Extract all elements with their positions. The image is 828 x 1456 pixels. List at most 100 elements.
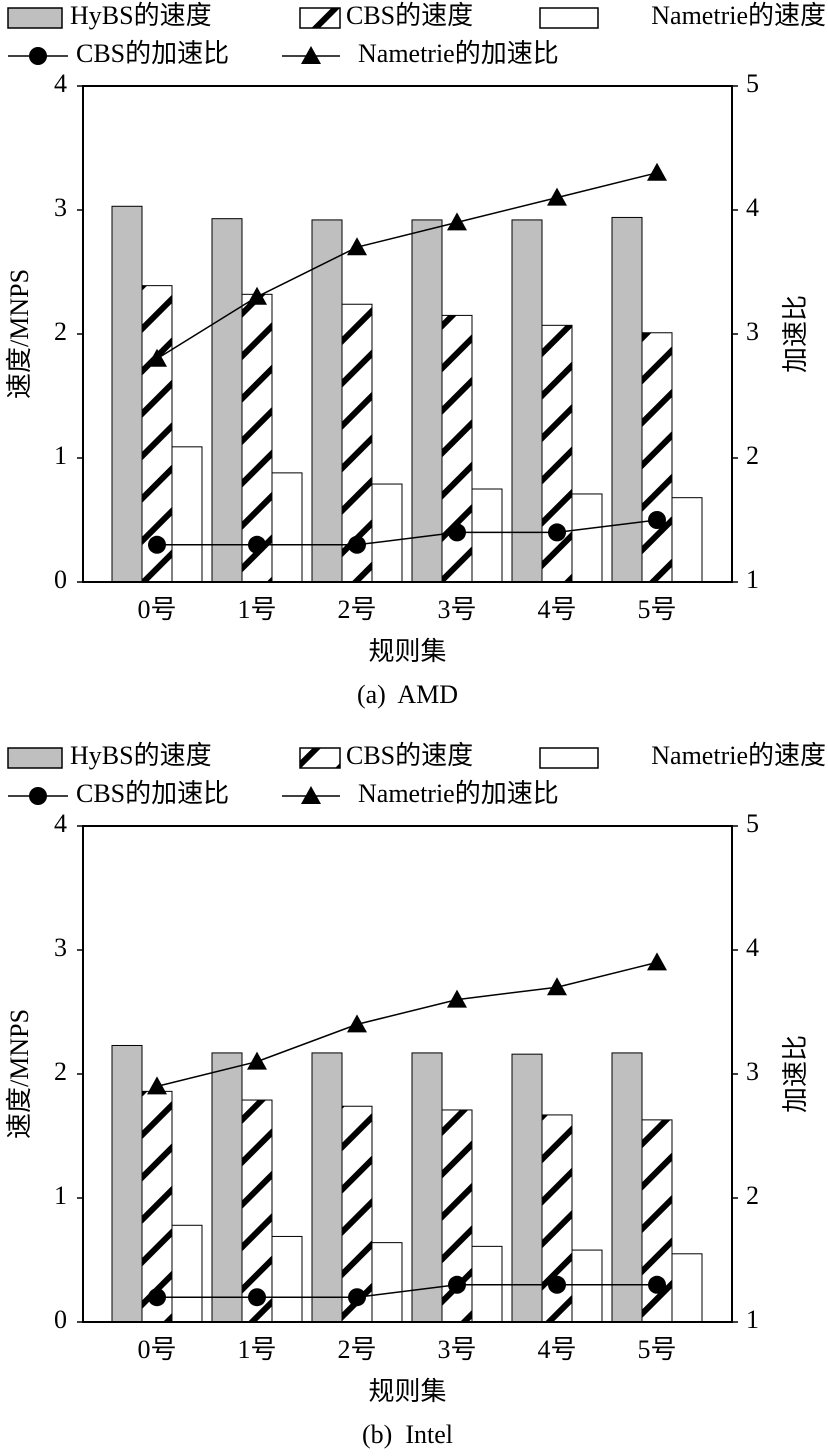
legend-label: CBS的加速比	[76, 779, 229, 808]
legend-marker	[29, 47, 47, 65]
point-marker	[447, 989, 467, 1008]
point-marker	[247, 286, 267, 305]
point-marker	[148, 1288, 166, 1307]
legend-swatch	[7, 747, 63, 769]
x-tick-label: 5号	[637, 595, 676, 624]
bar	[371, 483, 403, 583]
y-tick-label: 2	[54, 317, 67, 346]
y2-tick-label: 1	[746, 1305, 759, 1334]
y2-tick-label: 5	[746, 69, 759, 98]
point-marker	[147, 348, 167, 367]
x-axis-title: 规则集	[368, 637, 446, 666]
y-tick-label: 4	[54, 809, 67, 838]
bar	[441, 314, 473, 583]
bar	[111, 1044, 143, 1323]
point-marker	[647, 162, 667, 181]
y2-tick-label: 3	[746, 1057, 759, 1086]
y2-tick-label: 1	[746, 565, 759, 594]
x-axis-title: 规则集	[368, 1377, 446, 1406]
legend-label: HyBS的速度	[70, 741, 212, 770]
x-tick-label: 0号	[137, 1335, 176, 1364]
legend-swatch	[299, 7, 341, 29]
point-marker	[147, 1076, 167, 1095]
chart-caption: (b) Intel	[362, 1420, 453, 1449]
bar	[571, 1249, 603, 1323]
bar	[311, 219, 343, 583]
point-marker	[247, 1051, 267, 1070]
point-marker	[348, 535, 366, 554]
point-marker	[248, 535, 266, 554]
chart-caption: (a) AMD	[357, 680, 458, 709]
bar	[171, 446, 203, 583]
bar	[211, 218, 243, 583]
bar	[411, 1052, 443, 1323]
legend-marker	[301, 786, 321, 804]
y-tick-label: 0	[54, 1305, 67, 1334]
point-marker	[548, 523, 566, 542]
series-line	[157, 1284, 657, 1298]
series-line	[157, 519, 658, 546]
y-tick-label: 2	[54, 1057, 67, 1086]
x-tick-label: 3号	[437, 1335, 476, 1364]
point-marker	[148, 535, 166, 554]
x-tick-label: 3号	[437, 595, 476, 624]
bar	[511, 219, 543, 583]
bar	[611, 1052, 643, 1323]
point-marker	[647, 952, 667, 971]
y2-tick-label: 4	[746, 193, 759, 222]
y2-axis-title: 加速比	[781, 1035, 810, 1113]
legend-label: CBS的速度	[346, 1, 473, 30]
y2-tick-label: 4	[746, 933, 759, 962]
y-tick-label: 3	[54, 933, 67, 962]
bar	[541, 324, 573, 583]
legend-marker	[29, 787, 47, 805]
bar	[211, 1052, 243, 1323]
point-marker	[447, 212, 467, 231]
bar	[271, 472, 303, 583]
legend-label: HyBS的速度	[70, 1, 212, 30]
bar	[341, 303, 373, 583]
bar	[611, 216, 643, 583]
point-marker	[347, 1014, 367, 1033]
legend-label: Nametrie的速度	[651, 1, 826, 30]
bar	[171, 1224, 203, 1323]
bar	[411, 219, 443, 583]
legend-label: Nametrie的加速比	[358, 779, 559, 808]
y-tick-label: 0	[54, 565, 67, 594]
bar	[671, 1253, 703, 1323]
point-marker	[648, 1275, 666, 1294]
bar	[371, 1242, 403, 1323]
point-marker	[547, 187, 567, 206]
y2-axis-title: 加速比	[781, 295, 810, 373]
y2-tick-label: 2	[746, 441, 759, 470]
point-marker	[448, 523, 466, 542]
bar	[471, 488, 503, 583]
series-line	[156, 172, 658, 360]
legend-label: Nametrie的加速比	[358, 39, 559, 68]
bar	[111, 205, 143, 583]
legend-label: CBS的速度	[346, 741, 473, 770]
bar	[141, 285, 173, 583]
x-tick-label: 2号	[337, 595, 376, 624]
point-marker	[548, 1275, 566, 1294]
legend-label: CBS的加速比	[76, 39, 229, 68]
y-tick-label: 1	[54, 441, 67, 470]
x-tick-label: 5号	[637, 1335, 676, 1364]
y-tick-label: 4	[54, 69, 67, 98]
legend-label: Nametrie的速度	[651, 741, 826, 770]
y-axis-title: 速度/MNPS	[5, 269, 34, 399]
bar	[271, 1235, 303, 1323]
bar	[671, 497, 703, 583]
y-tick-label: 3	[54, 193, 67, 222]
x-tick-label: 4号	[537, 1335, 576, 1364]
bar	[571, 493, 603, 583]
legend-marker	[301, 46, 321, 64]
x-tick-label: 1号	[237, 595, 276, 624]
legend-swatch	[539, 747, 599, 769]
bar	[311, 1052, 343, 1323]
series-line	[156, 961, 658, 1088]
y-axis-title: 速度/MNPS	[5, 1009, 34, 1139]
point-marker	[348, 1288, 366, 1307]
legend-swatch	[539, 7, 599, 29]
